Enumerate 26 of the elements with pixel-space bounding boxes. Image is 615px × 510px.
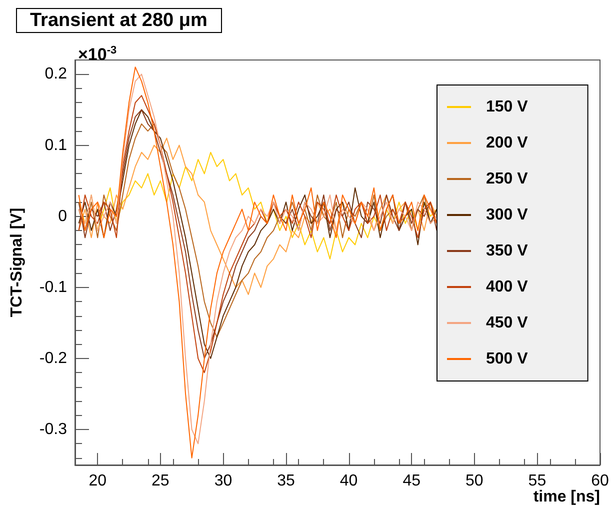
x-tick-label: 35: [277, 472, 296, 490]
legend-label: 300 V: [486, 206, 528, 224]
x-tick-label: 40: [340, 472, 358, 490]
legend-label: 150 V: [486, 98, 528, 116]
x-tick-label: 45: [402, 472, 421, 490]
legend-label: 350 V: [486, 242, 528, 260]
x-tick-label: 55: [528, 472, 546, 490]
legend-label: 200 V: [486, 134, 528, 152]
legend-label: 500 V: [486, 350, 528, 368]
y-axis-title: TCT-Signal [V]: [8, 208, 26, 318]
legend-label: 450 V: [486, 314, 528, 332]
x-tick-label: 50: [466, 472, 484, 490]
x-tick-label: 60: [591, 472, 609, 490]
y-tick-label: -0.1: [39, 278, 68, 296]
y-tick-label: 0.1: [44, 136, 68, 154]
legend-label: 400 V: [486, 278, 528, 296]
x-tick-label: 20: [88, 472, 107, 490]
y-tick-label: -0.2: [39, 350, 68, 367]
legend-label: 250 V: [486, 170, 528, 188]
y-tick-label: -0.3: [39, 420, 68, 438]
y-tick-label: 0.2: [44, 66, 68, 83]
x-tick-label: 30: [214, 472, 232, 490]
x-axis-title: time [ns]: [533, 488, 600, 506]
x-tick-label: 25: [152, 472, 170, 490]
chart-title: Transient at 280 μm: [30, 10, 208, 31]
y-tick-label: 0: [58, 208, 68, 225]
